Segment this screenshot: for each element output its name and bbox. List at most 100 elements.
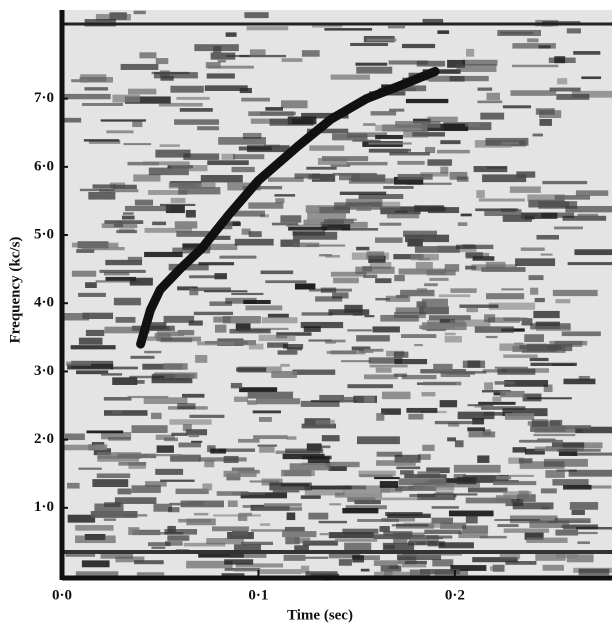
noise-dash — [239, 54, 287, 58]
noise-dash — [96, 473, 131, 479]
x-tick-label: 0·1 — [248, 587, 268, 603]
noise-dash — [428, 315, 471, 321]
noise-dash — [171, 432, 188, 436]
noise-dash — [567, 262, 612, 266]
noise-dash — [474, 405, 485, 408]
noise-dash — [178, 442, 201, 448]
noise-dash — [232, 221, 241, 227]
y-tick-label: 6·0 — [34, 158, 54, 174]
noise-dash — [243, 299, 271, 304]
noise-dash — [276, 332, 312, 336]
noise-dash — [248, 202, 284, 209]
noise-dash — [576, 526, 612, 530]
y-tick-label: 3·0 — [34, 363, 54, 379]
noise-dash — [356, 246, 370, 251]
noise-dash — [306, 443, 322, 451]
noise-dash — [225, 54, 250, 58]
noise-dash — [529, 357, 549, 362]
noise-dash — [280, 100, 308, 109]
noise-dash — [347, 384, 393, 389]
noise-dash — [453, 464, 501, 473]
noise-dash — [376, 460, 416, 466]
noise-dash — [376, 413, 385, 421]
noise-dash — [395, 294, 409, 299]
noise-dash — [275, 198, 285, 204]
noise-dash — [239, 87, 252, 94]
noise-dash — [368, 255, 386, 264]
noise-dash — [65, 433, 85, 441]
noise-dash — [213, 316, 231, 323]
noise-dash — [233, 396, 249, 402]
noise-dash — [151, 546, 166, 549]
noise-dash — [230, 382, 243, 389]
noise-dash — [472, 418, 485, 425]
x-tick-label: 0·2 — [445, 587, 465, 603]
noise-dash — [369, 364, 408, 368]
noise-dash — [438, 294, 471, 298]
noise-dash — [235, 563, 284, 568]
noise-dash — [432, 559, 454, 567]
noise-dash — [202, 483, 213, 491]
noise-dash — [374, 497, 422, 501]
noise-dash — [274, 194, 296, 197]
noise-dash — [414, 205, 444, 212]
noise-dash — [90, 511, 138, 518]
noise-dash — [510, 90, 557, 96]
noise-dash — [357, 518, 399, 522]
noise-dash — [271, 222, 299, 226]
noise-dash — [131, 425, 168, 434]
noise-dash — [342, 508, 379, 514]
noise-dash — [481, 406, 526, 410]
noise-dash — [253, 435, 288, 440]
noise-dash — [198, 262, 235, 266]
noise-dash — [439, 319, 455, 323]
noise-dash — [375, 278, 392, 284]
noise-dash — [410, 253, 439, 261]
noise-dash — [401, 43, 436, 49]
noise-dash — [294, 545, 309, 552]
noise-dash — [339, 396, 356, 403]
noise-dash — [440, 166, 449, 174]
noise-dash — [484, 382, 494, 390]
noise-dash — [486, 293, 525, 300]
noise-dash — [188, 434, 200, 438]
noise-dash — [306, 244, 346, 247]
noise-dash — [76, 249, 95, 253]
noise-dash — [242, 186, 283, 190]
noise-dash — [462, 525, 489, 534]
noise-dash — [302, 540, 338, 546]
noise-dash — [303, 219, 344, 225]
noise-dash — [395, 537, 443, 540]
noise-dash — [71, 79, 88, 83]
noise-dash — [561, 531, 598, 535]
noise-dash — [129, 277, 153, 286]
noise-dash — [397, 173, 433, 180]
noise-dash — [450, 565, 487, 571]
noise-dash — [261, 317, 298, 324]
noise-dash — [465, 123, 480, 127]
noise-dash — [289, 463, 331, 471]
noise-dash — [440, 140, 461, 145]
noise-dash — [504, 380, 549, 387]
noise-dash — [149, 454, 182, 457]
noise-dash — [457, 411, 495, 420]
noise-dash — [301, 112, 349, 119]
noise-dash — [540, 253, 553, 256]
noise-dash — [286, 347, 303, 351]
noise-dash — [160, 479, 195, 482]
noise-dash — [460, 213, 472, 217]
y-tick-label: 5·0 — [34, 226, 54, 242]
noise-dash — [117, 488, 132, 495]
noise-dash — [170, 197, 186, 204]
noise-dash — [148, 167, 189, 176]
noise-dash — [543, 384, 553, 393]
noise-dash — [99, 269, 146, 273]
noise-dash — [92, 184, 117, 189]
noise-dash — [358, 194, 404, 199]
noise-dash — [252, 410, 281, 414]
noise-dash — [306, 166, 337, 170]
noise-dash — [105, 276, 136, 281]
noise-dash — [375, 124, 396, 132]
noise-dash — [557, 448, 601, 452]
noise-dash — [578, 375, 590, 381]
